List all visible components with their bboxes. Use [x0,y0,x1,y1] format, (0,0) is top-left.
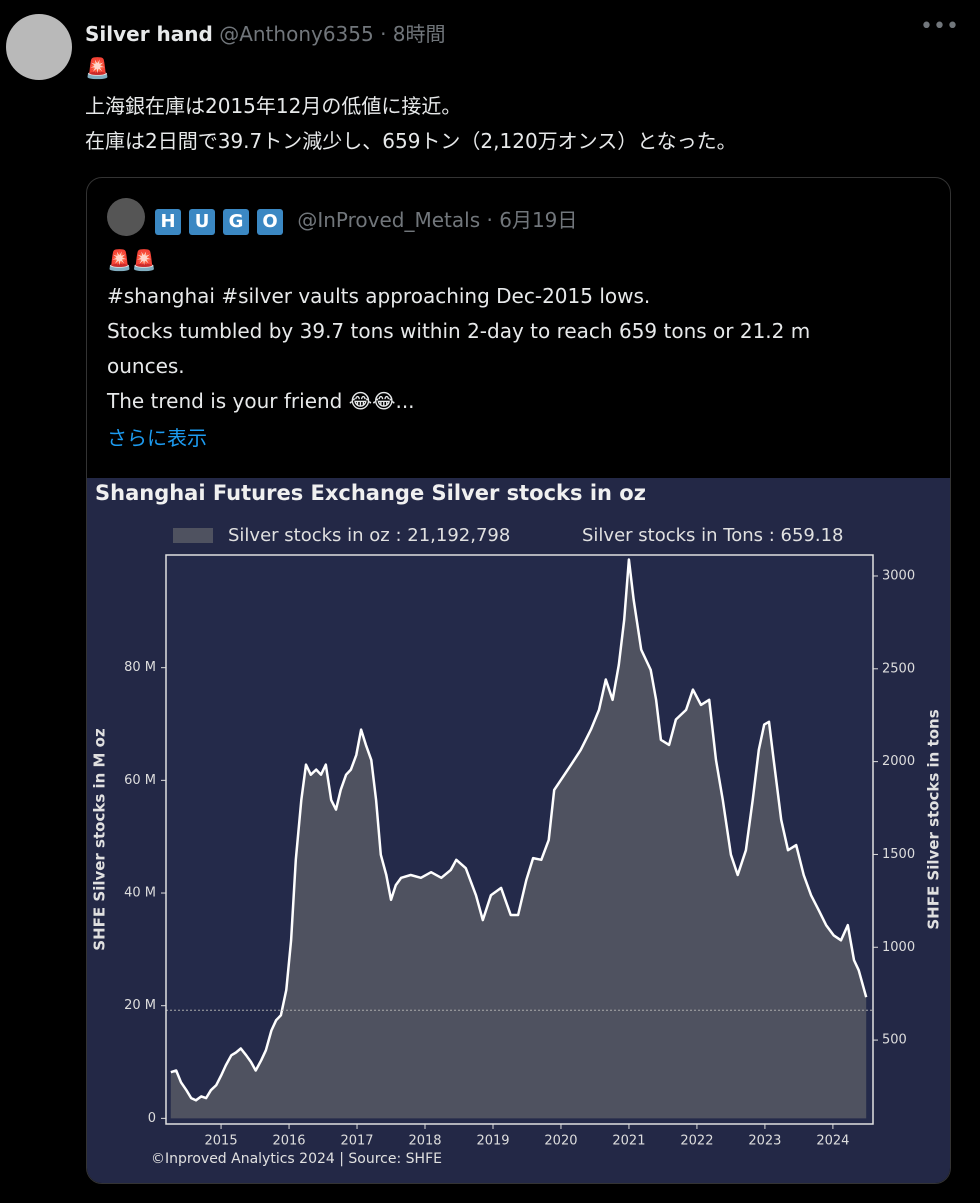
author-name[interactable]: Silver hand [85,22,213,46]
x-tick-label: 2020 [544,1134,577,1149]
x-tick-label: 2023 [748,1134,781,1149]
x-tick-label: 2016 [272,1134,305,1149]
y2-axis-label: SHFE Silver stocks in tons [925,709,943,929]
y-tick-label: 60 M [124,773,156,788]
tweet-time[interactable]: · 8時間 [380,22,446,46]
y2-tick-label: 1000 [882,940,915,955]
y2-tick-label: 500 [882,1033,907,1048]
name-letter: O [257,209,283,235]
quote-handle: @InProved_Metals [297,208,481,232]
emoji: 🚨🚨 [107,248,157,272]
name-letter: U [189,209,215,235]
x-tick-label: 2024 [816,1134,849,1149]
line [170,558,868,1102]
tweet-text: 上海銀在庫は2015年12月の低値に接近。 [85,94,462,118]
legend-label: Silver stocks in oz : 21,192,798 [228,525,510,546]
quote-avatar [107,198,145,236]
quote-text: Stocks tumbled by 39.7 tons within 2-day… [107,319,811,343]
x-tick-label: 2019 [476,1134,509,1149]
y-tick-label: 0 [148,1111,156,1126]
quote-text: ounces. [107,354,185,378]
legend-note: Silver stocks in Tons : 659.18 [582,525,844,546]
area [170,559,867,1119]
tweet-header: Silver hand @Anthony6355 · 8時間 [85,18,446,47]
y2-tick-label: 2500 [882,661,915,676]
chart-title: Shanghai Futures Exchange Silver stocks … [95,481,646,505]
y-tick-label: 20 M [124,998,156,1013]
quote-text: #shanghai #silver vaults approaching Dec… [107,284,651,308]
quote-time: · 6月19日 [486,208,578,232]
y2-tick-label: 3000 [882,568,915,583]
legend-swatch [173,528,213,543]
author-handle[interactable]: @Anthony6355 [219,22,374,46]
chart-footer: ©Inproved Analytics 2024 | Source: SHFE [151,1151,442,1167]
x-tick-label: 2021 [612,1134,645,1149]
y2-tick-label: 2000 [882,754,915,769]
emoji: 🚨 [85,56,110,80]
more-menu[interactable]: ••• [920,14,959,39]
y-axis-label: SHFE Silver stocks in M oz [91,728,109,951]
y-tick-label: 40 M [124,886,156,901]
y-tick-label: 80 M [124,660,156,675]
y2-tick-label: 1500 [882,847,915,862]
chart: Shanghai Futures Exchange Silver stocks … [87,478,950,1183]
plot-frame [165,554,874,1125]
x-tick-label: 2022 [680,1134,713,1149]
tweet-text: 在庫は2日間で39.7トン減少し、659トン（2,120万オンス）となった。 [85,129,737,153]
x-tick-label: 2018 [408,1134,441,1149]
name-letter: H [155,209,181,235]
avatar[interactable] [6,14,72,80]
show-more[interactable]: さらに表示 [107,426,207,450]
x-tick-label: 2017 [340,1134,373,1149]
name-letter: G [223,209,249,235]
quote-text: The trend is your friend 😂😂... [107,389,415,413]
x-tick-label: 2015 [205,1134,238,1149]
